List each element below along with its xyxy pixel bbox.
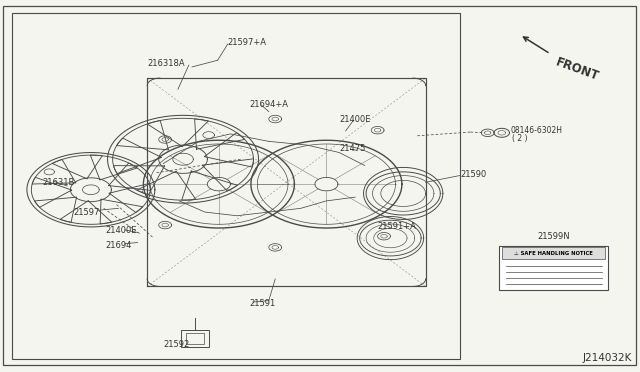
Text: J214032K: J214032K (583, 353, 632, 363)
Text: 21475: 21475 (339, 144, 365, 153)
Bar (499, 246, 608, 290)
Text: 21599N: 21599N (538, 232, 570, 241)
Text: 21400E: 21400E (106, 226, 137, 235)
Text: 08146-6302H: 08146-6302H (510, 126, 562, 135)
Text: ( 2 ): ( 2 ) (512, 134, 527, 143)
Text: 21597+A: 21597+A (227, 38, 266, 47)
Text: 21591: 21591 (250, 299, 276, 308)
Text: 21597: 21597 (74, 208, 100, 217)
Text: 21694+A: 21694+A (250, 100, 289, 109)
Text: 21592: 21592 (163, 340, 189, 349)
Text: FRONT: FRONT (554, 56, 600, 83)
Text: 21400E: 21400E (339, 115, 371, 124)
Text: 216318A: 216318A (147, 59, 185, 68)
Bar (186, 333, 204, 344)
Bar (181, 330, 209, 347)
Text: ⚠ SAFE HANDLING NOTICE: ⚠ SAFE HANDLING NOTICE (514, 251, 593, 256)
Text: 21591+A: 21591+A (378, 222, 417, 231)
Bar (12, 13, 460, 359)
Text: 21631B: 21631B (43, 178, 76, 187)
Text: 21694: 21694 (106, 241, 132, 250)
Bar (502, 247, 605, 259)
Text: 21590: 21590 (461, 170, 487, 179)
